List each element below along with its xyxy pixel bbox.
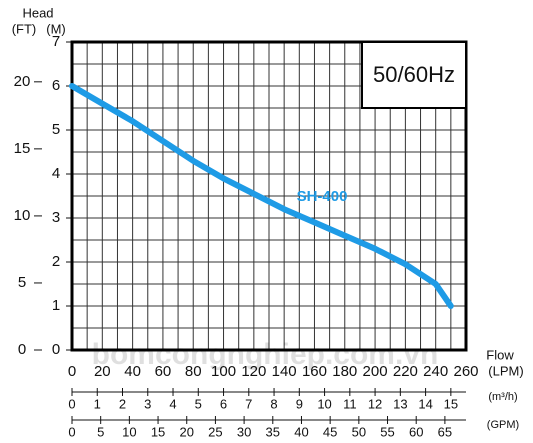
- x-tick-label: 50: [352, 424, 366, 439]
- y-tick-label: 5: [52, 121, 60, 138]
- x-tick-label: 14: [418, 396, 432, 411]
- y2-tick-label: 0: [18, 341, 26, 358]
- x-tick-label: 20: [94, 363, 111, 380]
- x-tick-label: 200: [363, 363, 388, 380]
- x-tick-label: 9: [296, 396, 303, 411]
- y2-tick-label: 10: [14, 207, 31, 224]
- x-tick-label: 13: [393, 396, 407, 411]
- x-tick-label: 140: [272, 363, 297, 380]
- x-tick-label: 12: [368, 396, 382, 411]
- y-tick-label: 6: [52, 77, 60, 94]
- y2-tick-label: 20: [14, 73, 31, 90]
- y-tick-label: 4: [52, 165, 60, 182]
- x-tick-label: 60: [409, 424, 423, 439]
- series-label: SH-400: [297, 188, 348, 205]
- x-tick-label: 40: [294, 424, 308, 439]
- x-tick-label: 4: [169, 396, 176, 411]
- x-tick-label: 5: [195, 396, 202, 411]
- x-tick-label: 5: [97, 424, 104, 439]
- y-tick-label: 2: [52, 253, 60, 270]
- x-tick-label: 11: [343, 396, 357, 411]
- x-tick-label: 3: [144, 396, 151, 411]
- x-tick-label: 25: [208, 424, 222, 439]
- x-tick-label: 65: [438, 424, 452, 439]
- y-unit: (M): [46, 21, 66, 36]
- curve: [69, 83, 454, 309]
- x-tick-label: 15: [151, 424, 165, 439]
- x-tick-label: 10: [317, 396, 331, 411]
- x-tick-label: 55: [380, 424, 394, 439]
- y-tick-label: 1: [52, 297, 60, 314]
- x-tick-label: 180: [332, 363, 357, 380]
- y2-unit: (FT): [12, 21, 37, 36]
- x-tick-label: 10: [122, 424, 136, 439]
- y2-tick-label: 5: [18, 274, 26, 291]
- y-tick-label: 3: [52, 209, 60, 226]
- x-tick-label: 0: [68, 424, 75, 439]
- x-tick-label: 40: [124, 363, 141, 380]
- y-tick-label: 0: [52, 341, 60, 358]
- x-tick-label: 0: [68, 396, 75, 411]
- x-tick-label: 2: [119, 396, 126, 411]
- x-tick-label: 260: [453, 363, 478, 380]
- x-tick-label: 30: [237, 424, 251, 439]
- x-label: Flow: [486, 347, 514, 362]
- x-unit: (LPM): [488, 363, 523, 378]
- x-tick-label: 20: [180, 424, 194, 439]
- x-tick-label: 60: [155, 363, 172, 380]
- x-tick-label: 8: [270, 396, 277, 411]
- x-tick-label: 120: [241, 363, 266, 380]
- x-tick-label: 220: [393, 363, 418, 380]
- x-tick-label: 0: [68, 363, 76, 380]
- x-tick-label: 160: [302, 363, 327, 380]
- x-tick-label: 45: [323, 424, 337, 439]
- annotation-box: [361, 41, 467, 109]
- x-tick-label: 15: [444, 396, 458, 411]
- watermark: bomcongnghiep.com.vn: [92, 338, 439, 371]
- x-tick-label: 80: [185, 363, 202, 380]
- x-tick-label: 35: [266, 424, 280, 439]
- x-tick-label: 100: [211, 363, 236, 380]
- annotation: 50/60Hz: [373, 62, 455, 87]
- x-tick-label: 6: [220, 396, 227, 411]
- axis-unit: (m³/h): [488, 391, 517, 403]
- x-tick-label: 1: [94, 396, 101, 411]
- x-tick-label: 240: [423, 363, 448, 380]
- y2-tick-label: 15: [14, 140, 31, 157]
- plot-frame: [70, 40, 468, 352]
- axis-unit: (GPM): [487, 419, 519, 431]
- y-label: Head: [22, 5, 53, 20]
- y-tick-label: 7: [52, 33, 60, 50]
- x-tick-label: 7: [245, 396, 252, 411]
